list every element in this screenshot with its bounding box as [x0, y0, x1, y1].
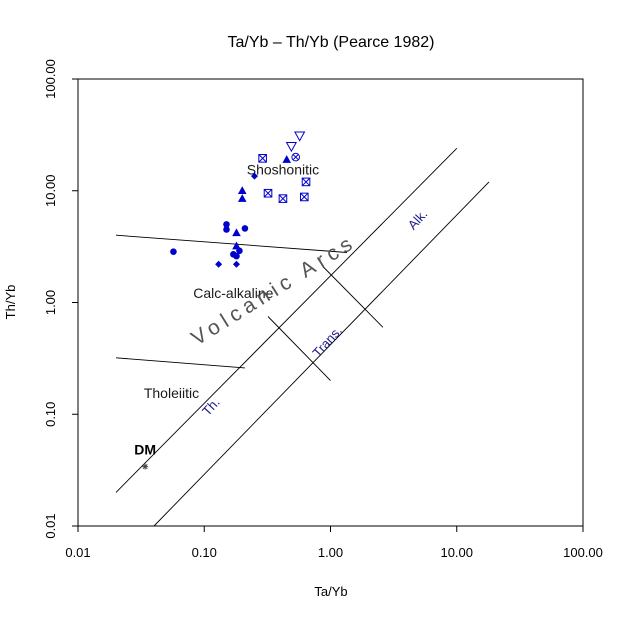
data-point-boxed-x	[278, 194, 288, 203]
field-label: Shoshonitic	[247, 161, 319, 177]
data-points	[170, 131, 311, 268]
x-tick-label: 0.01	[65, 545, 90, 560]
field-labels: ShoshoniticCalc-alkalineTholeiiticVolcan…	[134, 161, 431, 470]
boundary-alk-trans-divide	[322, 266, 384, 328]
data-point-boxed-x	[299, 192, 309, 202]
boundary-arc-upper-edge	[115, 147, 458, 493]
boundary-trans-th-divide	[267, 316, 331, 381]
data-point-filled-diamond	[232, 260, 240, 268]
data-point-circle-x	[291, 152, 300, 162]
data-point-filled-triangle	[237, 186, 247, 195]
data-point-open-triangle-down	[294, 131, 306, 142]
data-point-filled-circle	[170, 248, 177, 255]
data-point-filled-circle	[233, 252, 240, 260]
boundary-mantle-array-upper	[153, 181, 490, 527]
data-point-filled-triangle	[237, 194, 247, 202]
dm-point	[142, 463, 149, 470]
dm-label: DM	[134, 442, 156, 458]
field-label: Calc-alkaline	[193, 285, 273, 301]
y-tick-label: 0.10	[43, 402, 58, 427]
x-tick-label: 10.00	[440, 545, 473, 560]
data-point-boxed-x	[301, 177, 311, 187]
chart-title: Ta/Yb – Th/Yb (Pearce 1982)	[228, 34, 435, 51]
y-tick-label: 0.01	[43, 513, 58, 538]
data-point-filled-triangle	[232, 228, 241, 237]
y-tick-label: 10.00	[43, 174, 58, 207]
y-axis-label: Th/Yb	[3, 285, 18, 320]
y-tick-label: 100.00	[43, 59, 58, 99]
data-point-filled-diamond	[215, 260, 223, 268]
x-axis-label: Ta/Yb	[314, 584, 347, 599]
data-point-filled-circle	[241, 225, 249, 232]
x-tick-label: 1.00	[318, 545, 343, 560]
plot-frame	[77, 78, 584, 527]
boundary-shoshonitic-calc-alkaline	[115, 234, 348, 253]
field-label: Tholeiitic	[144, 385, 199, 401]
data-point-boxed-x	[258, 154, 267, 163]
data-point-filled-triangle	[232, 241, 241, 250]
data-point-open-triangle-down	[285, 141, 298, 153]
mantle-array-label: Th.	[199, 395, 223, 419]
data-point-filled-diamond	[250, 172, 258, 180]
x-tick-label: 0.10	[192, 545, 217, 560]
data-point-filled-circle	[223, 221, 230, 228]
boundary-calc-alkaline-tholeiitic	[115, 357, 245, 369]
data-point-filled-circle	[223, 226, 230, 233]
mantle-array-label: Trans.	[309, 323, 344, 360]
mantle-array-label: Alk.	[405, 206, 431, 232]
data-point-filled-triangle	[282, 155, 292, 163]
axes: 0.01 0.10 1.00 10.00 100.00 0.01 0.10 1.00 10.00…	[43, 59, 603, 560]
data-point-boxed-x	[263, 188, 273, 198]
x-tick-label: 100.00	[563, 545, 603, 560]
field-boundaries	[115, 147, 490, 527]
y-tick-label: 1.00	[43, 290, 58, 315]
